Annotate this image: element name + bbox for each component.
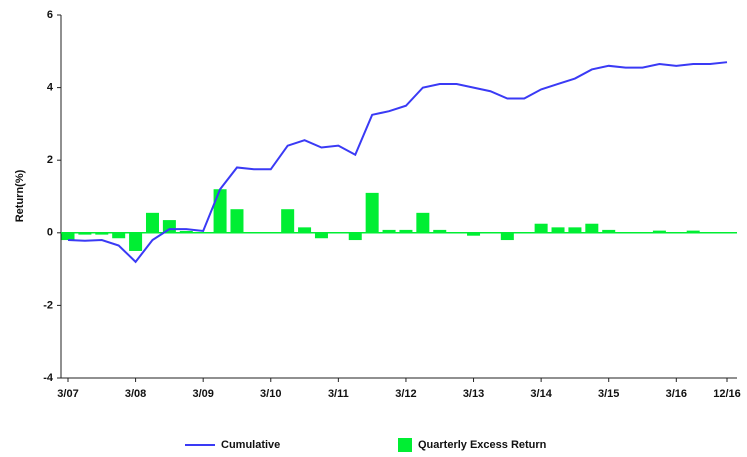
bar bbox=[145, 212, 159, 233]
bar bbox=[230, 209, 244, 233]
bar bbox=[585, 223, 599, 233]
bar bbox=[686, 230, 700, 233]
bar bbox=[534, 223, 548, 233]
x-tick-label: 3/13 bbox=[463, 388, 484, 400]
x-tick-label: 3/08 bbox=[125, 388, 146, 400]
y-tick-label: 0 bbox=[47, 227, 53, 239]
x-tick-label: 3/15 bbox=[598, 388, 619, 400]
x-tick-label: 3/09 bbox=[192, 388, 213, 400]
y-tick-label: 4 bbox=[47, 82, 54, 94]
bar bbox=[467, 232, 481, 236]
bar bbox=[61, 232, 75, 241]
bar bbox=[382, 229, 396, 233]
bar bbox=[433, 229, 447, 233]
bar bbox=[95, 232, 109, 235]
x-tick-label: 3/11 bbox=[328, 388, 349, 400]
bar bbox=[416, 212, 430, 233]
bar bbox=[602, 229, 616, 233]
bar bbox=[179, 230, 193, 233]
bar bbox=[78, 232, 92, 235]
x-tick-label: 3/16 bbox=[666, 388, 687, 400]
x-tick-label: 3/14 bbox=[530, 388, 552, 400]
bar bbox=[281, 209, 295, 233]
x-tick-label: 12/16 bbox=[713, 388, 741, 400]
y-tick-label: 6 bbox=[47, 9, 53, 21]
bar bbox=[399, 229, 413, 233]
bar bbox=[365, 192, 379, 233]
legend-label: Quarterly Excess Return bbox=[418, 439, 547, 451]
x-tick-label: 3/07 bbox=[57, 388, 78, 400]
x-tick-label: 3/10 bbox=[260, 388, 281, 400]
bar bbox=[500, 232, 514, 241]
legend-swatch bbox=[398, 438, 412, 452]
bar bbox=[213, 189, 227, 233]
bar bbox=[314, 232, 328, 239]
x-tick-label: 3/12 bbox=[395, 388, 416, 400]
y-tick-label: -4 bbox=[43, 372, 54, 384]
bar bbox=[162, 220, 176, 233]
legend-label: Cumulative bbox=[221, 439, 280, 451]
line bbox=[67, 61, 728, 264]
bar bbox=[568, 227, 582, 233]
bar bbox=[652, 230, 666, 233]
y-tick-label: 2 bbox=[47, 154, 53, 166]
y-axis-label: Return(%) bbox=[14, 169, 26, 222]
bar bbox=[112, 232, 126, 239]
bar bbox=[298, 227, 312, 233]
bar bbox=[551, 227, 565, 233]
bar bbox=[348, 232, 362, 241]
bar bbox=[129, 232, 143, 251]
y-tick-label: -2 bbox=[43, 299, 53, 311]
